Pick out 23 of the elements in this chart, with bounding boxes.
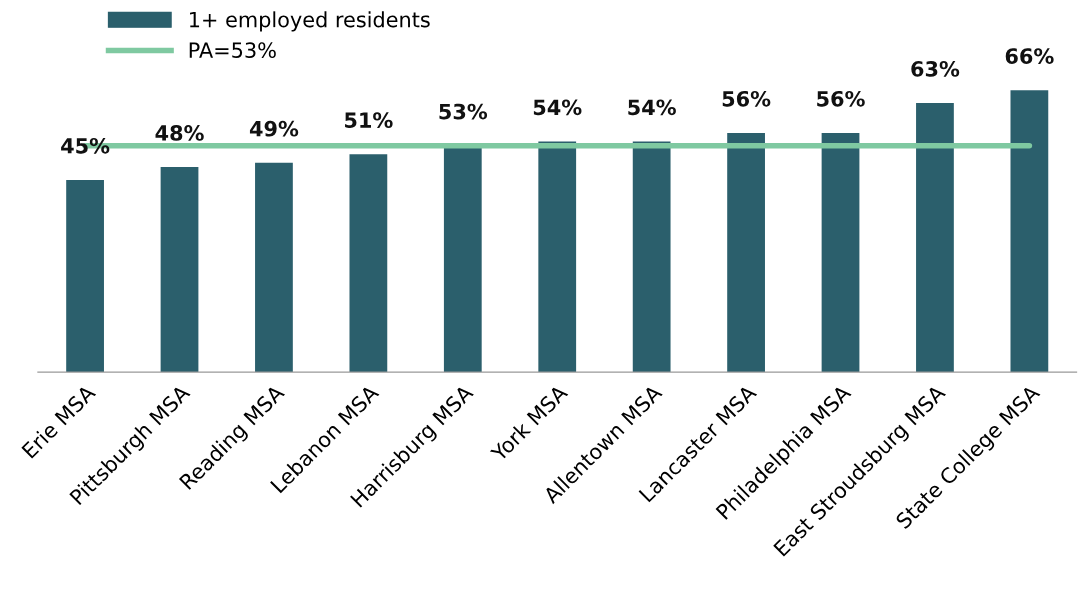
bar <box>727 132 765 373</box>
bar <box>1010 90 1049 373</box>
data-label: 63% <box>911 61 960 77</box>
bar <box>255 162 293 373</box>
data-label: 56% <box>722 90 771 107</box>
bar <box>821 132 860 373</box>
legend-label: 1+ employed residents <box>190 11 430 32</box>
bar <box>632 141 671 373</box>
bar <box>160 167 199 373</box>
data-label: 53% <box>439 103 488 120</box>
bar <box>538 141 577 373</box>
legend-label: PA=53% <box>189 42 276 59</box>
data-label: 49% <box>249 120 299 137</box>
bar <box>916 103 954 373</box>
bar <box>66 179 104 373</box>
bar <box>349 154 388 373</box>
data-label: 48% <box>155 125 204 141</box>
data-label: 66% <box>1005 48 1054 64</box>
data-label: 54% <box>628 99 676 116</box>
data-label: 54% <box>533 99 582 116</box>
data-label: 51% <box>345 112 393 129</box>
data-label: 45% <box>61 137 110 154</box>
data-label: 56% <box>817 90 865 107</box>
